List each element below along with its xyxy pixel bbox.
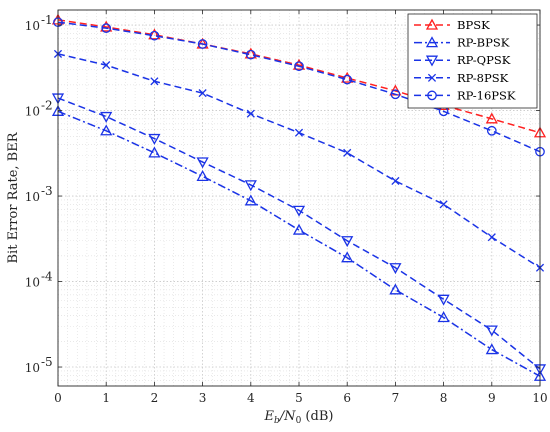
series-line — [57, 19, 541, 134]
data-point — [148, 28, 161, 40]
data-point — [341, 236, 354, 248]
data-point — [485, 325, 498, 337]
x-tick-label: 4 — [247, 391, 255, 405]
legend-item: BPSK — [414, 18, 490, 32]
data-point — [437, 311, 450, 323]
data-point — [246, 109, 255, 118]
x-tick-label: 2 — [151, 391, 159, 405]
series-line — [57, 110, 541, 377]
series-rp-bpsk — [51, 104, 547, 381]
series-rp-qpsk — [51, 93, 547, 376]
y-tick-exponent: -4 — [41, 270, 53, 284]
legend-label: RP-QPSK — [457, 53, 511, 67]
data-point — [427, 73, 437, 82]
y-axis-label: Bit Error Rate, BER — [6, 131, 21, 263]
legend: BPSK RP-BPSK RP-QPSK RP-8PSK RP-16PSK — [407, 13, 538, 109]
y-tick-exponent: -5 — [41, 355, 53, 369]
data-point — [244, 180, 257, 192]
y-tick-exponent: -3 — [41, 184, 53, 198]
data-point — [150, 77, 159, 86]
y-axis-ticks: 10-110-210-310-410-5 — [25, 13, 540, 375]
legend-label: RP-16PSK — [457, 88, 516, 102]
data-point — [197, 39, 208, 49]
data-point — [427, 90, 437, 101]
data-point — [196, 170, 209, 181]
data-point-stroke — [487, 233, 496, 242]
data-point — [343, 148, 352, 157]
x-tick-label: 1 — [102, 391, 110, 405]
data-point — [486, 125, 497, 136]
data-point — [425, 36, 439, 48]
y-tick-label: 10 — [25, 19, 40, 33]
data-point — [439, 200, 448, 209]
x-tick-label: 10 — [532, 391, 547, 405]
data-point — [292, 58, 306, 70]
data-point — [294, 61, 304, 72]
x-axis-label: Eb/N0 (dB) — [264, 409, 334, 426]
data-point — [100, 124, 113, 136]
data-point-stroke — [246, 109, 255, 118]
x-tick-label: 8 — [440, 391, 448, 405]
legend-item: RP-BPSK — [414, 36, 510, 50]
series-rp-8psk — [53, 49, 545, 272]
series-line — [57, 21, 541, 153]
y-tick-label: 10 — [25, 276, 40, 290]
y-tick-label: 10 — [25, 105, 40, 119]
data-point — [391, 176, 400, 186]
y-tick-label: 10 — [25, 190, 40, 204]
data-point — [425, 55, 439, 67]
data-point — [425, 18, 439, 30]
data-point — [342, 74, 353, 85]
data-point — [149, 30, 160, 41]
data-point — [196, 157, 209, 169]
data-point — [485, 343, 498, 355]
data-point-stroke — [150, 77, 159, 86]
legend-item: RP-16PSK — [414, 88, 516, 102]
legend-item: RP-QPSK — [414, 53, 511, 67]
legend-label: RP-BPSK — [457, 36, 510, 50]
data-point — [148, 133, 161, 145]
data-point — [390, 89, 401, 100]
data-point — [341, 71, 354, 83]
data-point-stroke — [294, 128, 304, 137]
data-point — [100, 20, 113, 32]
x-tick-label: 7 — [392, 391, 400, 405]
x-tick-label: 5 — [295, 391, 303, 405]
data-point-stroke — [439, 200, 448, 209]
data-point — [487, 233, 496, 242]
data-point-stroke — [343, 148, 352, 157]
data-point — [148, 146, 161, 158]
y-tick-label: 10 — [25, 361, 40, 375]
x-tick-label: 3 — [199, 391, 207, 405]
data-point-stroke — [427, 73, 437, 82]
data-point — [100, 111, 113, 123]
data-point — [485, 112, 498, 124]
y-tick-exponent: -2 — [41, 99, 53, 113]
data-point-stroke — [198, 89, 207, 98]
legend-label: BPSK — [457, 18, 490, 32]
data-point — [244, 194, 257, 206]
data-point — [102, 61, 111, 70]
data-point — [198, 89, 207, 98]
data-point — [389, 283, 402, 295]
y-tick-exponent: -1 — [41, 13, 53, 27]
data-point — [389, 263, 402, 275]
data-point — [101, 23, 112, 34]
x-axis-ticks: 0 1 2 3 4 5 6 7 8 9 10 — [54, 10, 548, 405]
data-point — [437, 294, 450, 306]
x-tick-label: 6 — [343, 391, 351, 405]
legend-item: RP-8PSK — [414, 71, 509, 85]
data-point-stroke — [391, 176, 400, 186]
series-line — [57, 97, 541, 370]
data-point — [245, 49, 256, 60]
x-tick-label: 0 — [54, 391, 62, 405]
data-point-stroke — [102, 61, 111, 70]
data-point — [294, 128, 304, 137]
data-point — [292, 205, 306, 217]
x-tick-label: 9 — [488, 391, 496, 405]
data-point — [341, 251, 354, 263]
data-point — [292, 223, 306, 235]
legend-label: RP-8PSK — [457, 71, 509, 85]
